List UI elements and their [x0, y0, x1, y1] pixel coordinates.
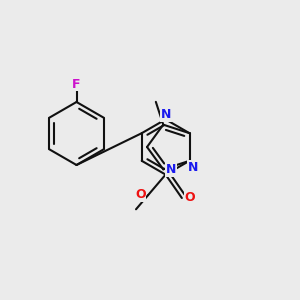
Text: O: O — [135, 188, 146, 201]
Text: O: O — [184, 191, 195, 204]
Text: N: N — [160, 108, 171, 121]
Text: F: F — [72, 77, 81, 91]
Text: N: N — [188, 161, 198, 174]
Text: N: N — [166, 163, 176, 176]
